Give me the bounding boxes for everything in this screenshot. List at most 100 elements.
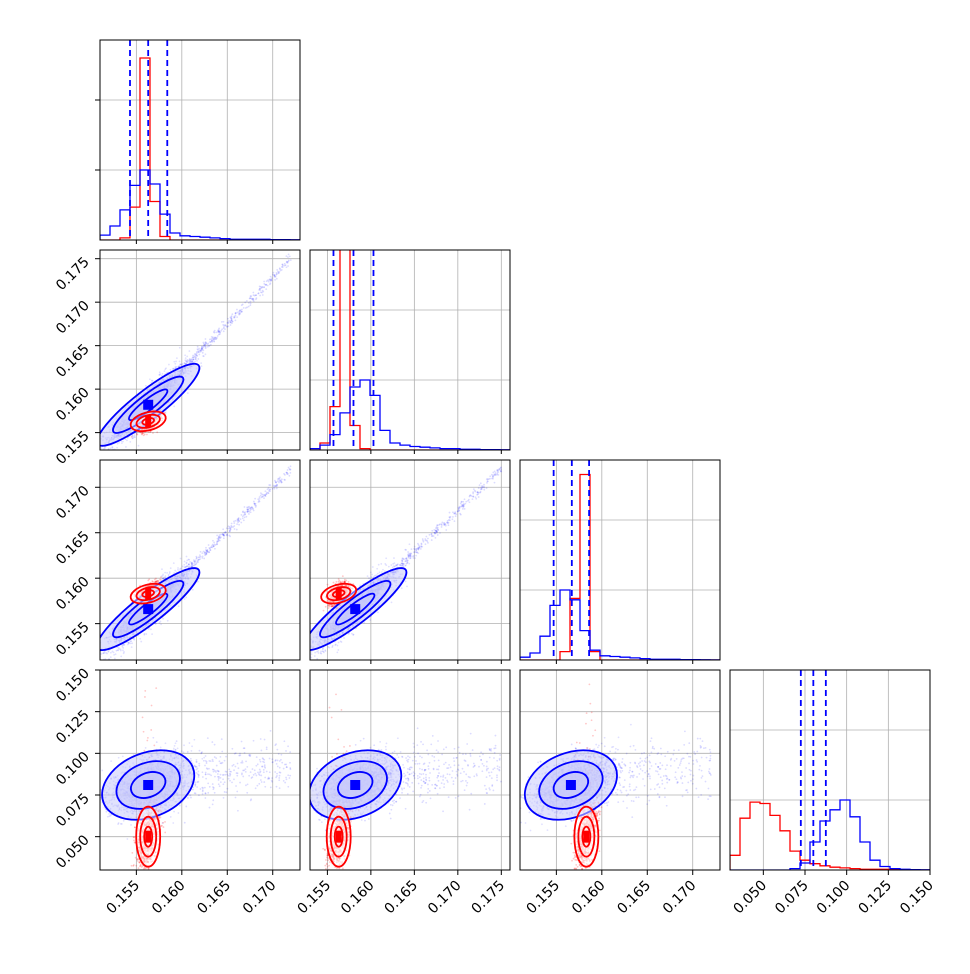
scatter-point-blue <box>162 373 164 375</box>
scatter-point-blue <box>201 349 203 351</box>
scatter-point-blue <box>252 292 254 294</box>
scatter-point-blue <box>290 259 292 261</box>
scatter-point-blue <box>215 331 217 333</box>
scatter-point-blue <box>276 269 278 271</box>
scatter-point-blue <box>287 262 289 264</box>
scatter-point-blue <box>187 361 189 363</box>
scatter-point-blue <box>110 656 112 658</box>
scatter-point-blue <box>269 283 271 285</box>
scatter-point-blue <box>125 446 127 448</box>
scatter-point-blue <box>95 662 97 664</box>
scatter-point-blue <box>203 345 205 347</box>
scatter-point-blue <box>184 598 186 600</box>
scatter-point-blue <box>108 455 110 457</box>
scatter-point-blue <box>188 559 190 561</box>
scatter-point-blue <box>286 266 288 268</box>
scatter-point-blue <box>203 342 205 344</box>
scatter-point-blue <box>140 641 142 643</box>
scatter-point-blue <box>177 569 179 571</box>
scatter-point-blue <box>97 651 99 653</box>
scatter-point-blue <box>239 313 241 315</box>
scatter-point-blue <box>121 646 123 648</box>
scatter-point-blue <box>190 360 192 362</box>
scatter-point-blue <box>224 328 226 330</box>
scatter-point-blue <box>228 325 230 327</box>
scatter-point-blue <box>209 339 211 341</box>
scatter-point-blue <box>149 378 151 380</box>
panel-0-0 <box>95 40 300 244</box>
scatter-point-blue <box>114 454 116 456</box>
scatter-point-blue <box>248 302 250 304</box>
scatter-point-blue <box>276 273 278 275</box>
scatter-point-blue <box>260 286 262 288</box>
scatter-point-blue <box>173 361 175 363</box>
scatter-point-blue <box>265 288 267 290</box>
scatter-point-blue <box>228 320 230 322</box>
scatter-point-blue <box>196 360 198 362</box>
scatter-point-blue <box>205 342 207 344</box>
scatter-point-blue <box>193 359 195 361</box>
scatter-point-blue <box>197 346 199 348</box>
density-peak-red <box>145 415 151 427</box>
scatter-point-blue <box>198 354 200 356</box>
scatter-point-blue <box>116 447 118 449</box>
scatter-point-blue <box>165 367 167 369</box>
scatter-point-blue <box>186 356 188 358</box>
scatter-point-blue <box>134 435 136 437</box>
scatter-point-blue <box>272 272 274 274</box>
scatter-point-blue <box>289 255 291 257</box>
scatter-point-blue <box>173 562 175 564</box>
scatter-point-blue <box>225 325 227 327</box>
scatter-point-blue <box>185 597 187 599</box>
scatter-point-blue <box>120 650 122 652</box>
scatter-point-blue <box>271 277 273 279</box>
scatter-point-blue <box>177 567 179 569</box>
scatter-point-blue <box>236 316 238 318</box>
scatter-point-blue <box>203 346 205 348</box>
scatter-point-blue <box>254 295 256 297</box>
y-tick-label: 0.170 <box>53 298 93 338</box>
scatter-point-blue <box>195 356 197 358</box>
scatter-point-blue <box>200 351 202 353</box>
scatter-point-blue <box>223 330 225 332</box>
scatter-point-blue <box>278 272 280 274</box>
scatter-point-blue <box>116 650 118 652</box>
scatter-point-blue <box>123 651 125 653</box>
scatter-point-blue <box>70 469 72 471</box>
scatter-point-blue <box>100 653 102 655</box>
scatter-point-blue <box>288 254 290 256</box>
scatter-point-blue <box>241 304 243 306</box>
scatter-point-blue <box>122 441 124 443</box>
scatter-point-blue <box>262 294 264 296</box>
scatter-point-blue <box>230 324 232 326</box>
scatter-point-blue <box>174 570 176 572</box>
scatter-point-blue <box>111 651 113 653</box>
scatter-point-blue <box>169 571 171 573</box>
scatter-point-blue <box>263 286 265 288</box>
scatter-point-blue <box>205 346 207 348</box>
scatter-point-blue <box>235 312 237 314</box>
scatter-point-blue <box>88 662 90 664</box>
y-tick-label: 0.160 <box>53 385 93 425</box>
scatter-point-blue <box>255 298 257 300</box>
scatter-point-blue <box>215 338 217 340</box>
scatter-point-blue <box>127 644 129 646</box>
y-tick-label: 0.175 <box>53 254 93 294</box>
scatter-point-blue <box>239 309 241 311</box>
scatter-point-blue <box>213 332 215 334</box>
scatter-point-blue <box>210 341 212 343</box>
scatter-point-red <box>143 434 145 436</box>
scatter-point-blue <box>252 299 254 301</box>
scatter-point-blue <box>263 281 265 283</box>
scatter-point-blue <box>97 656 99 658</box>
panel-content <box>70 250 300 479</box>
scatter-point-blue <box>279 267 281 269</box>
scatter-point-blue <box>205 353 207 355</box>
scatter-point-blue <box>276 278 278 280</box>
scatter-point-blue <box>287 256 289 258</box>
scatter-point-blue <box>162 618 164 620</box>
scatter-point-blue <box>261 287 263 289</box>
scatter-point-blue <box>88 456 90 458</box>
scatter-point-blue <box>122 649 124 651</box>
